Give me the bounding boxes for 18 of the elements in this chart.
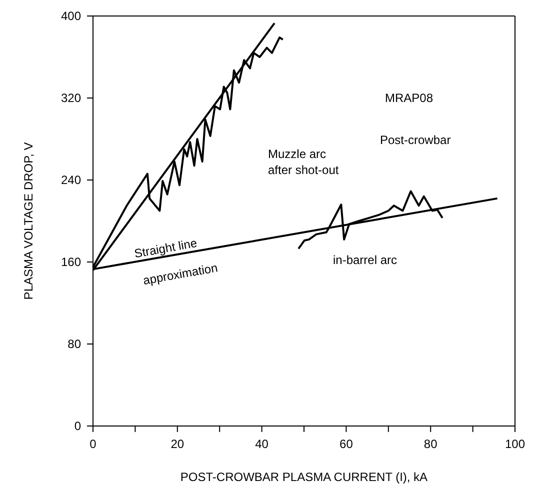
x-tick-label: 20: [170, 437, 184, 451]
y-tick-label: 240: [60, 173, 82, 187]
y-tick-label: 80: [68, 337, 82, 351]
x-tick-label: 100: [504, 437, 526, 451]
y-tick-label: 400: [60, 9, 82, 23]
x-tick-label: 40: [255, 437, 269, 451]
annotation: MRAP08: [385, 90, 434, 106]
x-tick-label: 60: [340, 437, 354, 451]
x-axis-title: POST-CROWBAR PLASMA CURRENT (I), kA: [180, 470, 428, 484]
y-tick-label: 160: [60, 255, 82, 269]
y-tick-label: 0: [74, 419, 82, 433]
annotation: Post-crowbar: [380, 132, 451, 148]
y-axis-title: PLASMA VOLTAGE DROP, V: [21, 142, 36, 300]
annotation: Muzzle arc after shot-out: [268, 146, 339, 178]
x-tick-label: 80: [424, 437, 438, 451]
x-tick-label: 0: [90, 437, 97, 451]
annotation: in-barrel arc: [333, 252, 398, 268]
y-tick-label: 320: [60, 91, 82, 105]
